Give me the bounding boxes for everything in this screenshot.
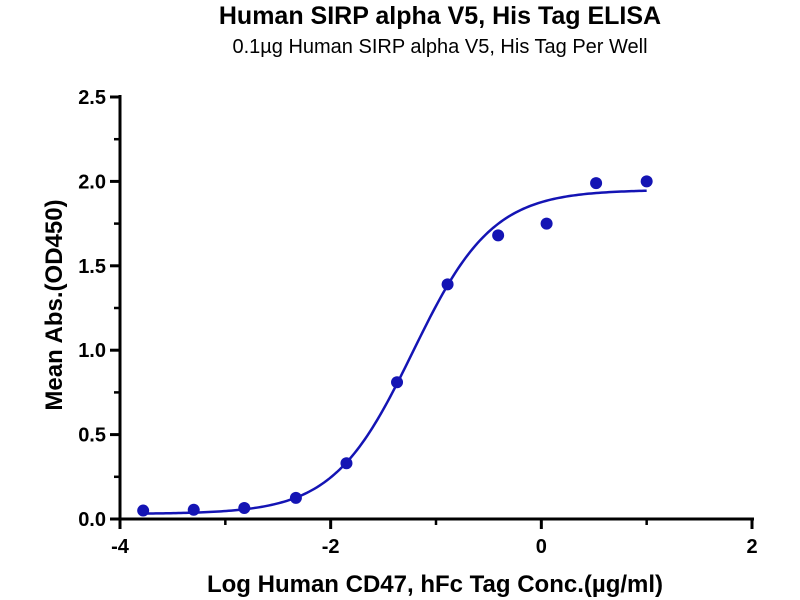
axes-layer: 0.0 0.5 1.0 1.5 2.0 2.5 -4 -2 0 2 — [78, 87, 757, 558]
data-point — [289, 491, 302, 504]
y-tick-label: 2.0 — [78, 171, 106, 193]
chart-title: Human SIRP alpha V5, His Tag ELISA — [218, 2, 662, 30]
y-tick-label: 1.0 — [78, 340, 106, 362]
data-point — [238, 502, 251, 515]
data-point — [441, 278, 454, 291]
x-axis-label: Log Human CD47, hFc Tag Conc.(µg/ml) — [207, 571, 663, 598]
data-point — [492, 229, 505, 242]
x-tick-label: 0 — [536, 536, 547, 558]
data-point — [640, 175, 653, 188]
y-tick-label: 1.5 — [78, 256, 106, 278]
y-tick-label: 0.5 — [78, 425, 106, 447]
chart-subtitle: 0.1µg Human SIRP alpha V5, His Tag Per W… — [232, 36, 648, 58]
y-tick-label: 2.5 — [78, 87, 106, 109]
data-points-layer — [137, 175, 653, 517]
data-point — [137, 504, 150, 517]
y-tick-label: 0.0 — [78, 509, 106, 531]
x-tick-label: -2 — [322, 536, 340, 558]
data-point — [540, 217, 553, 230]
y-axis-label: Mean Abs.(OD450) — [41, 199, 68, 410]
data-point — [340, 457, 353, 470]
data-point — [187, 503, 200, 516]
fit-curve-line — [143, 189, 647, 515]
data-point — [590, 177, 603, 190]
x-tick-label: 2 — [746, 536, 757, 558]
data-point — [391, 376, 404, 389]
fit-curve-layer — [143, 189, 647, 515]
x-tick-label: -4 — [111, 536, 130, 558]
